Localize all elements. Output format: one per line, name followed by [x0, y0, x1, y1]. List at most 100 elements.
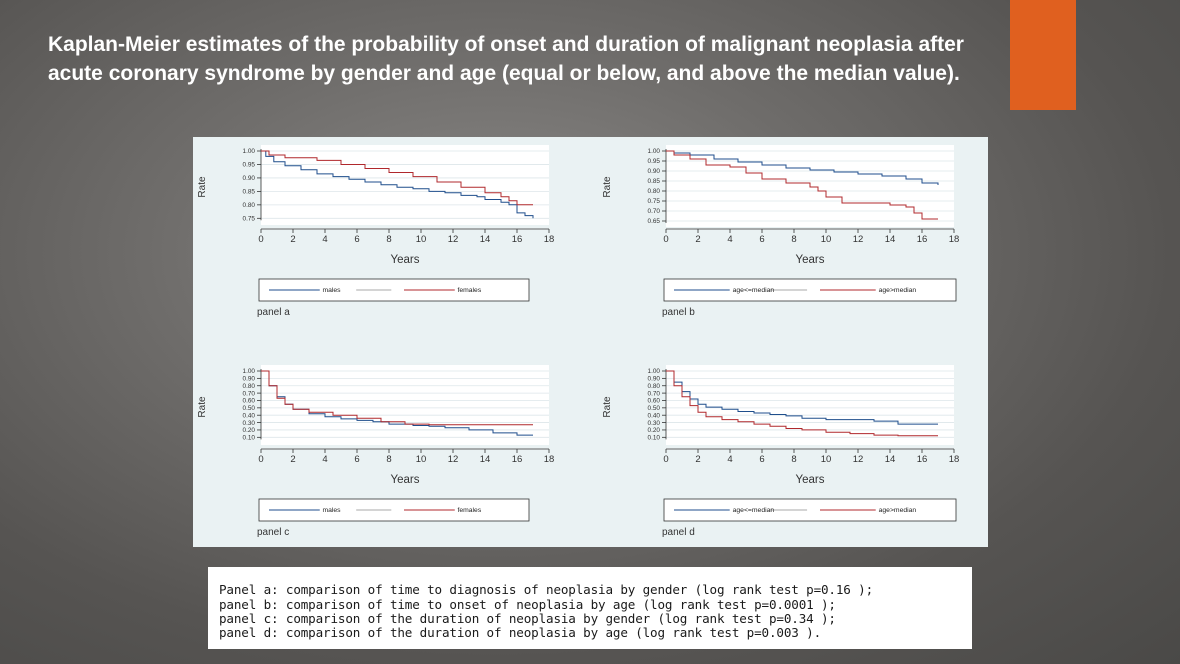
y-axis-label: Rate: [602, 396, 613, 418]
x-tick-label: 4: [322, 234, 327, 245]
x-axis-label: Years: [796, 254, 825, 266]
x-tick-label: 8: [791, 234, 796, 245]
legend-label: females: [457, 507, 481, 514]
y-tick-label: 0.80: [243, 383, 256, 390]
accent-bar: [1010, 0, 1076, 110]
km-figure: 1.00 0.95 0.90 0.85 0.80 0.75 0 2 4 6 8 10 12 14 16 18 Y…: [197, 145, 959, 538]
x-tick-label: 18: [544, 234, 555, 245]
x-tick-label: 2: [290, 234, 295, 245]
km-curve-agemedian: [666, 370, 938, 425]
x-tick-label: 12: [448, 234, 459, 245]
x-tick-label: 10: [416, 454, 427, 465]
panel-label: panel d: [662, 527, 695, 538]
x-tick-label: 2: [290, 454, 295, 465]
y-tick-label: 0.40: [648, 412, 661, 419]
km-panel-panel-c: 1.000.900.800.700.600.500.400.300.200.10…: [197, 365, 554, 538]
y-axis-label: Rate: [197, 396, 208, 418]
legend-box: [663, 498, 957, 522]
y-axis-label: Rate: [197, 176, 208, 198]
x-tick-label: 14: [885, 234, 896, 245]
x-tick-label: 8: [386, 454, 391, 465]
x-tick-label: 10: [821, 454, 832, 465]
y-tick-label: 0.90: [648, 168, 661, 175]
y-tick-label: 0.40: [243, 412, 256, 419]
legend-box: [258, 278, 530, 302]
x-tick-label: 16: [512, 454, 523, 465]
x-tick-label: 12: [853, 234, 864, 245]
y-axis-label: Rate: [602, 176, 613, 198]
x-tick-label: 0: [258, 454, 263, 465]
x-tick-label: 16: [512, 234, 523, 245]
x-tick-label: 10: [821, 234, 832, 245]
y-tick-label: 0.30: [243, 420, 256, 427]
plot-background: [666, 365, 954, 445]
caption-line-a: Panel a: comparison of time to diagnosis…: [219, 582, 874, 597]
km-curve-agemedian: [666, 150, 939, 185]
x-tick-label: 12: [448, 454, 459, 465]
legend-box: [258, 498, 530, 522]
x-tick-label: 4: [727, 234, 732, 245]
y-tick-label: 0.95: [243, 162, 256, 169]
x-tick-label: 18: [949, 454, 960, 465]
km-curve-females: [261, 370, 533, 426]
y-tick-label: 1.00: [648, 148, 661, 155]
x-tick-label: 0: [258, 234, 263, 245]
y-tick-label: 0.10: [243, 435, 256, 442]
y-tick-label: 0.10: [648, 435, 661, 442]
y-tick-label: 0.20: [243, 427, 256, 434]
x-tick-label: 14: [480, 234, 491, 245]
y-tick-label: 0.85: [648, 178, 661, 185]
plot-background: [261, 145, 549, 225]
km-curve-agemedian: [666, 370, 938, 437]
caption-box: Panel a: comparison of time to diagnosis…: [208, 567, 972, 649]
caption-line-d: panel d: comparison of the duration of n…: [219, 625, 821, 640]
km-panel-panel-a: 1.00 0.95 0.90 0.85 0.80 0.75 0 2 4 6 8 10 12 14 16 18 Y…: [197, 145, 554, 318]
y-tick-label: 0.50: [243, 405, 256, 412]
y-tick-label: 1.00: [648, 368, 661, 375]
x-tick-label: 6: [759, 454, 764, 465]
x-axis-label: Years: [391, 254, 420, 266]
figure-panel: 1.00 0.95 0.90 0.85 0.80 0.75 0 2 4 6 8 10 12 14 16 18 Y…: [193, 137, 988, 547]
x-tick-label: 4: [322, 454, 327, 465]
y-tick-label: 0.75: [648, 198, 661, 205]
y-tick-label: 0.90: [243, 175, 256, 182]
km-curve-females: [261, 150, 533, 206]
y-tick-label: 0.50: [648, 405, 661, 412]
km-curve-males: [261, 150, 534, 219]
x-tick-label: 18: [544, 454, 555, 465]
x-tick-label: 10: [416, 234, 427, 245]
y-tick-label: 0.65: [648, 218, 661, 225]
x-tick-label: 16: [917, 234, 928, 245]
y-tick-label: 0.70: [243, 390, 256, 397]
x-tick-label: 14: [480, 454, 491, 465]
x-tick-label: 0: [663, 234, 668, 245]
slide-title: Kaplan-Meier estimates of the probabilit…: [48, 33, 964, 85]
legend-label: age>median: [879, 507, 917, 514]
km-panel-panel-b: 1.00 0.95 0.90 0.85 0.80 0.75 0.70 0.65 0 2 4 6 8 10 1…: [602, 145, 959, 318]
km-curve-agemedian: [666, 150, 938, 220]
x-tick-label: 6: [354, 234, 359, 245]
x-tick-label: 4: [727, 454, 732, 465]
y-tick-label: 0.90: [243, 376, 256, 383]
y-tick-label: 0.75: [243, 216, 256, 223]
y-tick-label: 0.30: [648, 420, 661, 427]
km-panel-panel-d: 1.000.900.800.700.600.500.400.300.200.10…: [602, 365, 959, 538]
x-axis-label: Years: [391, 474, 420, 486]
caption-line-c: panel c: comparison of the duration of n…: [219, 611, 836, 626]
panel-label: panel c: [257, 527, 289, 538]
x-tick-label: 6: [759, 234, 764, 245]
y-tick-label: 0.20: [648, 427, 661, 434]
caption-line-b: panel b: comparison of time to onset of …: [219, 597, 836, 612]
y-tick-label: 0.95: [648, 158, 661, 165]
legend-label: age<=median: [733, 287, 775, 294]
y-tick-label: 1.00: [243, 368, 256, 375]
y-tick-label: 1.00: [243, 148, 256, 155]
x-tick-label: 16: [917, 454, 928, 465]
y-tick-label: 0.60: [243, 398, 256, 405]
x-tick-label: 2: [695, 234, 700, 245]
x-tick-label: 8: [386, 234, 391, 245]
x-axis-label: Years: [796, 474, 825, 486]
x-tick-label: 0: [663, 454, 668, 465]
y-tick-label: 0.60: [648, 398, 661, 405]
y-tick-label: 0.80: [648, 188, 661, 195]
